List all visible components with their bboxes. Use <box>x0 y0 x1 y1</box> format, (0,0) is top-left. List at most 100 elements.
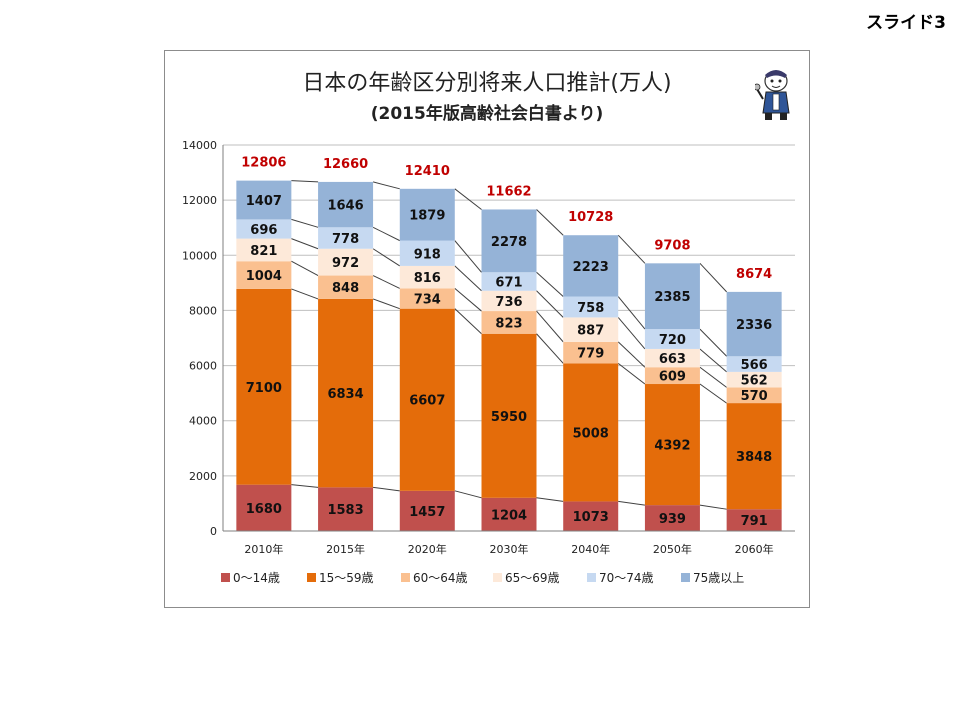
legend-swatch <box>401 573 410 582</box>
bar-connector-lines <box>291 180 728 510</box>
data-label: 734 <box>414 293 441 308</box>
bar-segment <box>481 497 537 531</box>
bar-segment <box>563 341 619 364</box>
data-label: 4392 <box>654 439 690 454</box>
bar-segment <box>563 235 619 297</box>
bar-segment <box>726 291 782 357</box>
y-tick-label: 8000 <box>189 304 217 317</box>
bar-segment <box>563 317 619 342</box>
data-label: 570 <box>741 389 768 404</box>
data-label: 736 <box>495 295 522 310</box>
data-label: 5008 <box>573 426 609 441</box>
bar-segment <box>399 288 455 309</box>
series-connector-line <box>454 490 482 499</box>
data-label: 816 <box>414 271 441 286</box>
data-label: 663 <box>659 352 686 367</box>
bar-segment <box>236 288 292 485</box>
total-label: 8674 <box>736 267 772 282</box>
total-label: 9708 <box>654 238 690 253</box>
total-label: 12660 <box>323 157 368 172</box>
data-label: 7100 <box>246 381 282 396</box>
series-connector-line <box>617 362 646 385</box>
bar-segment <box>644 367 700 385</box>
series-connector-line <box>291 218 319 228</box>
x-tick-label: 2030年 <box>490 542 529 556</box>
data-label: 972 <box>332 256 359 271</box>
data-label: 6607 <box>409 394 445 409</box>
bar-segment <box>318 248 374 276</box>
legend-entry: 75歳以上 <box>693 571 744 585</box>
legend-swatch <box>307 573 316 582</box>
bar-segment <box>399 240 455 266</box>
slide-number-label: スライド3 <box>866 13 946 33</box>
data-label: 696 <box>250 223 277 238</box>
total-label: 12806 <box>241 156 286 171</box>
y-tick-label: 10000 <box>182 249 217 262</box>
series-connector-line <box>454 188 482 210</box>
series-connector-line <box>372 298 400 310</box>
data-label: 609 <box>659 370 686 385</box>
data-label: 2385 <box>654 290 690 305</box>
segment-labels: 1680 7100 1004 821 696 1407 12806 1583 6834 848 97… <box>241 156 772 529</box>
data-label: 720 <box>659 333 686 348</box>
x-tick-label: 2060年 <box>735 542 774 556</box>
series-connector-line <box>699 328 727 357</box>
data-label: 823 <box>495 316 522 331</box>
data-label: 918 <box>414 247 441 262</box>
y-tick-label: 4000 <box>189 415 217 428</box>
bar-segment <box>236 219 292 239</box>
legend-entry: 70～74歳 <box>599 571 654 585</box>
data-label: 562 <box>741 374 768 389</box>
series-connector-line <box>454 308 482 335</box>
x-tick-label: 2040年 <box>571 542 610 556</box>
bar-segment <box>644 505 700 531</box>
series-connector-line <box>454 288 482 312</box>
total-label: 11662 <box>486 184 531 199</box>
data-label: 1879 <box>409 209 445 224</box>
series-connector-line <box>536 290 564 318</box>
series-connector-line <box>617 234 646 264</box>
series-connector-line <box>617 341 646 368</box>
legend-entry: 60～64歳 <box>413 571 468 585</box>
bar-segment <box>726 356 782 372</box>
data-label: 1457 <box>409 505 445 520</box>
data-label: 671 <box>495 276 522 291</box>
y-tick-label: 12000 <box>182 194 217 207</box>
x-tick-label: 2020年 <box>408 542 447 556</box>
legend-swatch <box>681 573 690 582</box>
legend-entry: 0～14歳 <box>233 571 280 585</box>
bar-segment <box>236 261 292 289</box>
bar-segment <box>318 275 374 299</box>
x-tick-label: 2050年 <box>653 542 692 556</box>
series-connector-line <box>291 260 319 276</box>
data-label: 1204 <box>491 508 527 523</box>
data-label: 778 <box>332 232 359 247</box>
bar-segment <box>644 263 700 330</box>
series-connector-line <box>617 317 646 350</box>
bar-segment <box>481 272 537 291</box>
series-connector-line <box>699 504 727 510</box>
bar-segment <box>399 265 455 289</box>
series-connector-line <box>372 226 401 242</box>
bar-segment <box>236 238 292 262</box>
series-connector-line <box>372 248 401 267</box>
data-label: 779 <box>577 347 604 362</box>
series-connector-line <box>373 486 400 492</box>
legend-swatch <box>587 573 596 582</box>
data-label: 1004 <box>246 269 282 284</box>
data-label: 791 <box>741 514 768 529</box>
stacked-bar-plot: 1680 7100 1004 821 696 1407 12806 1583 6834 848 97… <box>182 139 795 585</box>
bar-segment <box>481 333 537 498</box>
data-label: 821 <box>250 244 277 259</box>
series-connector-line <box>618 500 645 506</box>
data-label: 2223 <box>573 260 609 275</box>
series-connector-line <box>699 366 727 388</box>
bar-segment <box>563 296 619 318</box>
series-connector-line <box>372 275 401 289</box>
data-label: 887 <box>577 324 604 339</box>
series-connector-line <box>536 333 564 364</box>
series-connector-line <box>536 209 564 236</box>
data-label: 2336 <box>736 318 772 333</box>
data-label: 5950 <box>491 410 527 425</box>
bar-segment <box>726 371 782 388</box>
